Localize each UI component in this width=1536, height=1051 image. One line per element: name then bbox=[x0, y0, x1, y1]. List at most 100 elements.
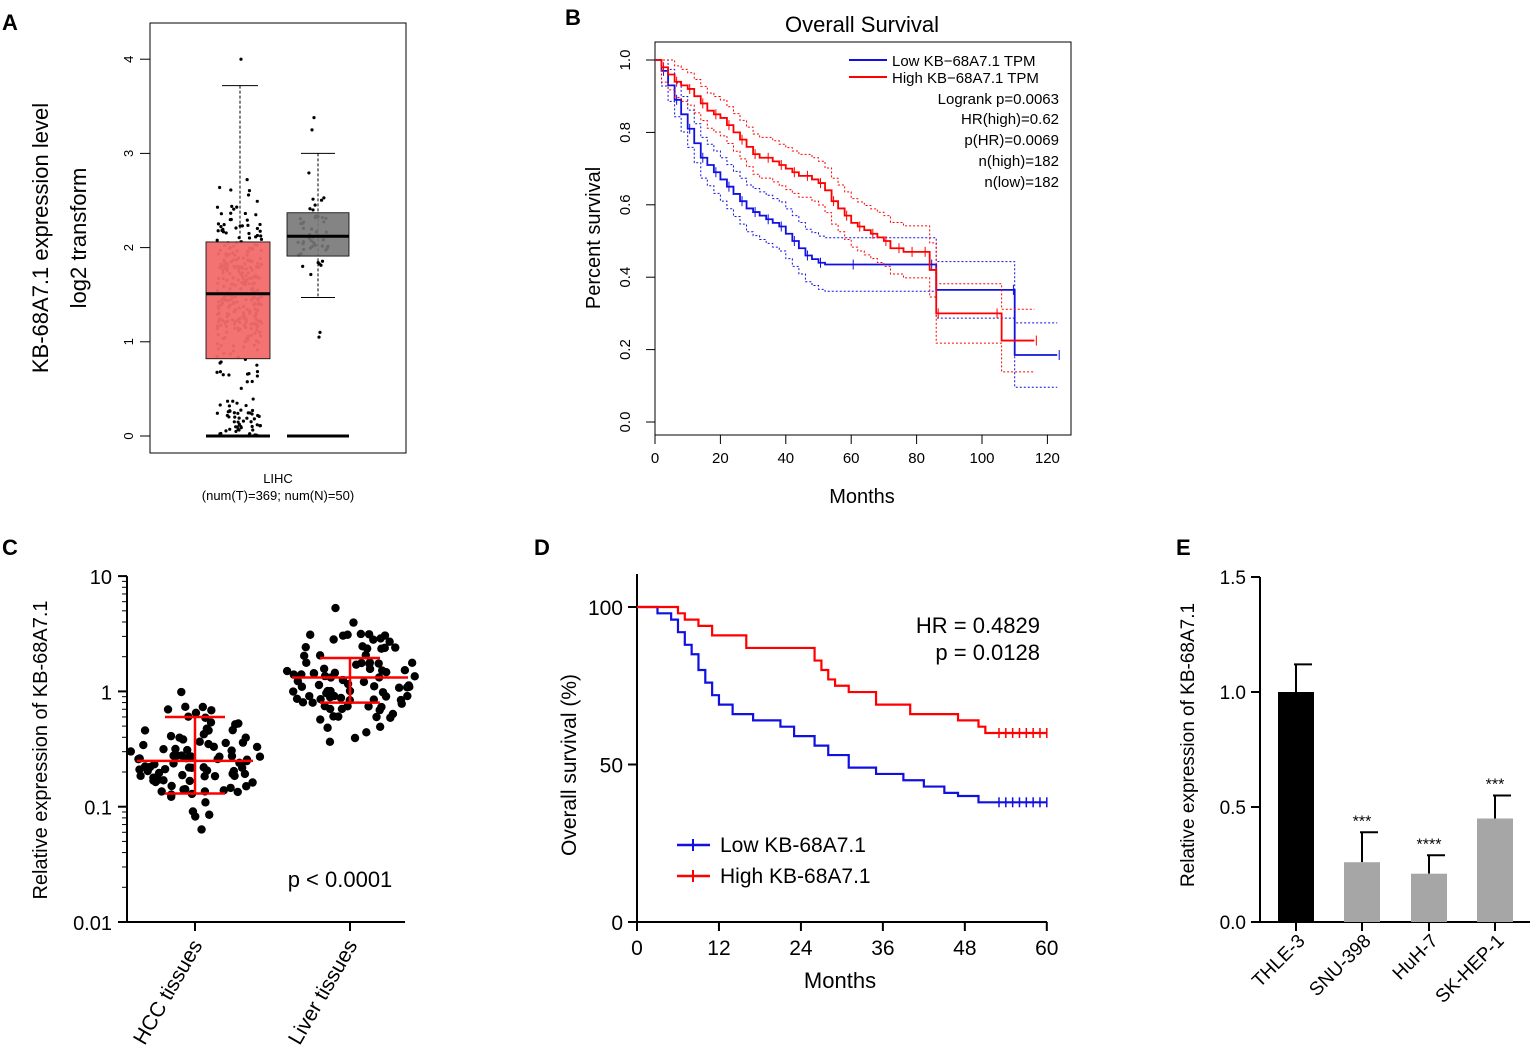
panel-d-curve-red bbox=[637, 605, 1047, 735]
panel-c-point-liver bbox=[343, 702, 352, 711]
panel-b-curve-red bbox=[655, 59, 1035, 342]
panel-a-point-tumor bbox=[250, 408, 255, 413]
panel-c-point-hcc bbox=[210, 771, 220, 781]
panel-a-point-tumor bbox=[241, 419, 246, 423]
panel-c-point-liver bbox=[323, 723, 332, 732]
panel-a-point-normal bbox=[313, 203, 317, 207]
panel-d-stat-hr: HR = 0.4829 bbox=[916, 613, 1040, 638]
panel-a-point-tumor bbox=[255, 374, 259, 378]
panel-c-point-liver bbox=[325, 737, 335, 747]
panel-c-point-hcc bbox=[167, 781, 176, 791]
panel-d-xtick-label: 60 bbox=[1035, 937, 1058, 960]
panel-a-point-tumor bbox=[215, 411, 219, 415]
panel-a-point-tumor bbox=[247, 236, 252, 240]
panel-a-ytick-label: 2 bbox=[121, 244, 136, 251]
panel-c-point-liver bbox=[316, 694, 325, 704]
panel-c-point-liver bbox=[362, 728, 371, 737]
panel-c-point-liver bbox=[391, 643, 400, 652]
panel-a-point-tumor bbox=[215, 205, 220, 209]
panel-a-point-normal bbox=[317, 262, 321, 266]
panel-c-point-hcc bbox=[159, 744, 168, 754]
panel-c-point-liver bbox=[369, 682, 379, 691]
panel-a-point-tumor bbox=[232, 420, 236, 424]
panel-a-point-tumor bbox=[236, 420, 240, 424]
panel-b-ci-upper-red bbox=[655, 59, 1035, 310]
panel-a-point-tumor bbox=[224, 231, 228, 235]
panel-a-point-normal-outlier bbox=[312, 116, 316, 120]
panel-c-axes: 0.01 0.1 1 10 HCC tissues Liver tissues bbox=[73, 567, 405, 1049]
panel-c-point-hcc bbox=[140, 726, 150, 735]
panel-a-point-tumor bbox=[258, 229, 262, 233]
panel-a-point-tumor bbox=[258, 424, 262, 428]
panel-c-letter: C bbox=[2, 535, 18, 560]
panel-a-point-tumor bbox=[252, 417, 256, 421]
panel-c-ytick-label: 0.01 bbox=[73, 913, 112, 935]
panel-d-ytick-label: 50 bbox=[600, 755, 623, 778]
panel-c-point-hcc bbox=[252, 742, 262, 752]
panel-b-xtick-label: 60 bbox=[843, 450, 860, 467]
panel-c-point-liver bbox=[299, 651, 309, 661]
panel-b-xtick-label: 120 bbox=[1035, 450, 1060, 467]
panel-a-point-tumor bbox=[251, 397, 255, 401]
panel-e-xtick-label: THLE-3 bbox=[1248, 931, 1309, 992]
panel-c-xtick-label: HCC tissues bbox=[129, 936, 207, 1049]
panel-c-point-hcc bbox=[171, 744, 180, 754]
panel-c-point-liver bbox=[403, 691, 412, 701]
panel-a-point-normal bbox=[319, 198, 324, 202]
panel-a-point-tumor bbox=[245, 218, 249, 222]
panel-e-significance: **** bbox=[1417, 836, 1442, 853]
panel-b-ytick-label: 0.8 bbox=[617, 122, 634, 143]
panel-a-point-tumor bbox=[232, 411, 236, 415]
panel-b-xtick-label: 80 bbox=[908, 450, 925, 467]
panel-e-ytick-label: 1.0 bbox=[1220, 683, 1246, 704]
panel-a-point-tumor bbox=[244, 403, 248, 408]
panel-c-point-liver bbox=[330, 668, 340, 678]
panel-e-ytick-label: 0.5 bbox=[1220, 798, 1246, 819]
panel-a-point-tumor bbox=[255, 363, 259, 367]
panel-c-point-hcc bbox=[157, 787, 166, 796]
panel-a-ylabel-line1: KB-68A7.1 expression level bbox=[28, 103, 53, 373]
panel-c-point-hcc bbox=[143, 766, 152, 776]
panel-a-point-tumor bbox=[226, 410, 230, 414]
panel-b: B Overall Survival 0 20 40 60 80 100 120 0.0 0.2… bbox=[565, 5, 1072, 508]
panel-c-point-hcc bbox=[248, 778, 257, 787]
panel-a-point-tumor bbox=[254, 213, 258, 217]
panel-d-ytick-label: 0 bbox=[611, 912, 623, 935]
panel-c-point-liver bbox=[381, 692, 391, 701]
panel-a-point-tumor bbox=[233, 415, 237, 419]
panel-d-curve-blue bbox=[637, 605, 1047, 804]
panel-c-points bbox=[126, 603, 419, 834]
panel-a-point-normal bbox=[301, 264, 305, 268]
panel-b-ytick-label: 0.4 bbox=[617, 267, 634, 288]
panel-a-point-normal bbox=[307, 171, 311, 175]
panel-d-ylabel: Overall survival (%) bbox=[558, 674, 581, 856]
panel-e-significance: *** bbox=[1353, 813, 1372, 830]
panel-a-point-tumor bbox=[245, 372, 250, 376]
panel-a-point-tumor-outlier bbox=[239, 57, 243, 61]
panel-a-point-tumor bbox=[228, 427, 232, 431]
panel-c-point-liver bbox=[308, 698, 317, 707]
panel-a-point-tumor bbox=[246, 193, 251, 197]
panel-a-point-tumor bbox=[237, 428, 241, 432]
panel-b-stat-logrank: Logrank p=0.0063 bbox=[938, 91, 1059, 108]
panel-a-point-tumor bbox=[216, 229, 220, 233]
panel-c-point-liver bbox=[358, 642, 367, 651]
panel-c-point-liver bbox=[316, 715, 325, 724]
panel-a-point-tumor bbox=[225, 399, 230, 403]
panel-c-point-liver bbox=[297, 682, 307, 691]
panel-a-point-tumor bbox=[219, 360, 223, 364]
panel-c-point-liver bbox=[319, 664, 329, 673]
panel-c-point-hcc bbox=[169, 751, 178, 760]
panel-b-xtick-label: 0 bbox=[651, 450, 659, 467]
panel-c-point-liver bbox=[351, 660, 361, 669]
panel-b-ci-lower-blue bbox=[655, 59, 1058, 388]
panel-c-point-liver bbox=[380, 631, 390, 640]
panel-c-point-hcc bbox=[227, 751, 237, 761]
panel-e-xtick-label: SK-HEP-1 bbox=[1432, 931, 1509, 1008]
panel-e-significance: *** bbox=[1486, 777, 1505, 794]
panel-c-point-hcc bbox=[184, 763, 194, 772]
panel-a-point-normal bbox=[309, 272, 313, 277]
panel-b-title: Overall Survival bbox=[785, 12, 939, 37]
